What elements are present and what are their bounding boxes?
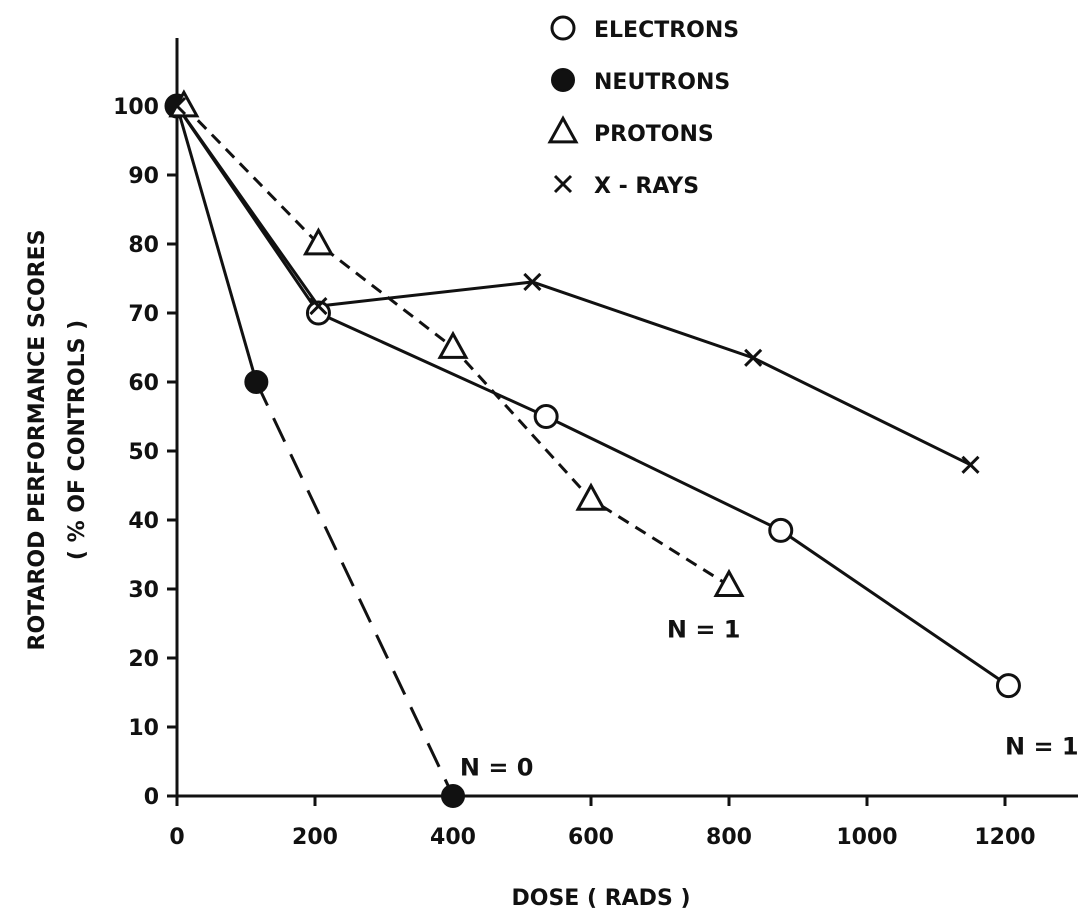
protons-point [437, 330, 469, 359]
protons-legend-label: PROTONS [594, 122, 714, 147]
electrons-point [533, 404, 559, 429]
protons-legend-symbol [547, 115, 579, 144]
series-markers [164, 89, 1021, 808]
series-lines [175, 104, 1010, 797]
x-tick-label: 800 [706, 825, 752, 850]
x-rays-line [175, 105, 972, 467]
y-tick-label: 50 [128, 440, 159, 465]
protons-point [575, 482, 607, 511]
x-rays-legend-label: X - RAYS [594, 174, 699, 199]
x-rays-point [167, 96, 187, 116]
y-tick-label: 30 [128, 578, 159, 603]
x-rays-point [309, 297, 328, 316]
x-tick-label: 0 [169, 825, 184, 850]
x-tick-label: 1000 [836, 825, 897, 850]
y-tick-label: 80 [128, 233, 159, 258]
neutrons-legend-symbol [551, 68, 575, 92]
x-rays-point [961, 455, 980, 474]
x-axis-label: DOSE ( RADS ) [512, 886, 691, 911]
y-tick-label: 60 [128, 371, 159, 396]
x-tick-label: 200 [292, 825, 338, 850]
electrons-legend-symbol [550, 15, 576, 41]
neutrons-point [244, 370, 269, 394]
y-axis-label-line-2: ( % OF CONTROLS ) [65, 320, 90, 560]
y-tick-label: 10 [128, 716, 159, 741]
x-rays-point-stroke [744, 348, 763, 367]
axes [175, 38, 1078, 798]
y-axis-label-line-1: ROTAROD PERFORMANCE SCORES [25, 230, 50, 651]
annotations: N = 0 N = 1 N = 1 [460, 615, 1079, 781]
protons-point [713, 568, 745, 597]
neutrons-legend-label: NEUTRONS [594, 70, 730, 95]
x-tick-label: 600 [568, 825, 614, 850]
protons-point [302, 227, 334, 256]
legend: ELECTRONS NEUTRONS PROTONS X - RAYS [547, 15, 739, 199]
annotation-label: N = 0 [460, 753, 534, 781]
x-rays-point [744, 348, 763, 367]
x-rays-point-stroke [961, 455, 980, 474]
electrons-point [305, 300, 331, 326]
x-rays-legend-symbol [553, 174, 573, 194]
x-tick-label: 400 [430, 825, 476, 850]
neutrons-line [175, 105, 258, 383]
neutrons-point [441, 784, 465, 808]
y-tick-label: 20 [128, 647, 159, 672]
annotation-label: N = 1 [667, 615, 741, 643]
annotation-label: N = 1 [1005, 733, 1079, 761]
x-tick-label: 1200 [974, 825, 1035, 850]
electrons-line [175, 105, 1010, 687]
electrons-point [768, 517, 794, 543]
y-tick-label: 70 [128, 302, 159, 327]
ticks: 0 200 400 600 800 1000 1200 0 10 20 30 40 50 60 70 80 90… [113, 95, 1036, 850]
neutrons-line-dashed [254, 381, 455, 797]
x-rays-point [523, 272, 542, 292]
x-rays-point-stroke [167, 96, 187, 116]
x-rays-point-stroke [309, 297, 328, 316]
y-tick-label: 90 [128, 164, 159, 189]
y-tick-label: 100 [113, 95, 159, 120]
y-tick-label: 0 [144, 785, 159, 810]
electrons-point [995, 673, 1021, 699]
y-tick-label: 40 [128, 509, 159, 534]
electrons-legend-label: ELECTRONS [594, 18, 739, 43]
x-rays-legend-symbol-stroke [553, 174, 573, 194]
x-rays-point-stroke [523, 272, 542, 292]
